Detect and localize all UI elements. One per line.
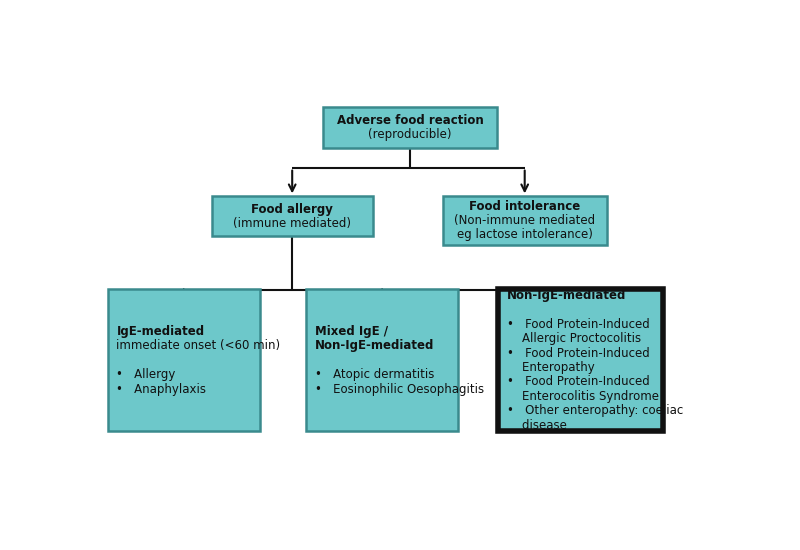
Text: Mixed IgE /: Mixed IgE / (315, 325, 388, 338)
Text: •   Eosinophilic Oesophagitis: • Eosinophilic Oesophagitis (315, 383, 484, 395)
Text: (immune mediated): (immune mediated) (234, 217, 351, 230)
Text: Non-IgE-mediated: Non-IgE-mediated (507, 289, 626, 302)
Text: Adverse food reaction: Adverse food reaction (337, 114, 483, 126)
Text: •   Food Protein-Induced: • Food Protein-Induced (507, 376, 650, 388)
FancyBboxPatch shape (306, 289, 458, 431)
Text: (Non-immune mediated: (Non-immune mediated (454, 214, 595, 227)
Text: •   Food Protein-Induced: • Food Protein-Induced (507, 346, 650, 360)
Text: Non-IgE-mediated: Non-IgE-mediated (315, 339, 434, 353)
FancyBboxPatch shape (108, 289, 260, 431)
Text: •   Other enteropathy: coeliac: • Other enteropathy: coeliac (507, 404, 683, 417)
FancyBboxPatch shape (211, 196, 373, 236)
FancyBboxPatch shape (498, 289, 662, 431)
Text: disease: disease (507, 419, 567, 432)
Text: Food intolerance: Food intolerance (469, 200, 580, 213)
Text: •   Atopic dermatitis: • Atopic dermatitis (315, 368, 434, 381)
Text: •   Anaphylaxis: • Anaphylaxis (117, 383, 206, 395)
FancyBboxPatch shape (442, 196, 607, 245)
Text: immediate onset (<60 min): immediate onset (<60 min) (117, 339, 281, 353)
Text: Enterocolitis Syndrome: Enterocolitis Syndrome (507, 390, 659, 403)
Text: IgE-mediated: IgE-mediated (117, 325, 205, 338)
Text: Food allergy: Food allergy (251, 202, 333, 216)
Text: Enteropathy: Enteropathy (507, 361, 594, 374)
FancyBboxPatch shape (323, 107, 497, 147)
Text: Allergic Proctocolitis: Allergic Proctocolitis (507, 332, 641, 345)
Text: •   Allergy: • Allergy (117, 368, 176, 381)
Text: •   Food Protein-Induced: • Food Protein-Induced (507, 318, 650, 331)
Text: (reproducible): (reproducible) (368, 128, 452, 141)
Text: eg lactose intolerance): eg lactose intolerance) (457, 228, 593, 241)
